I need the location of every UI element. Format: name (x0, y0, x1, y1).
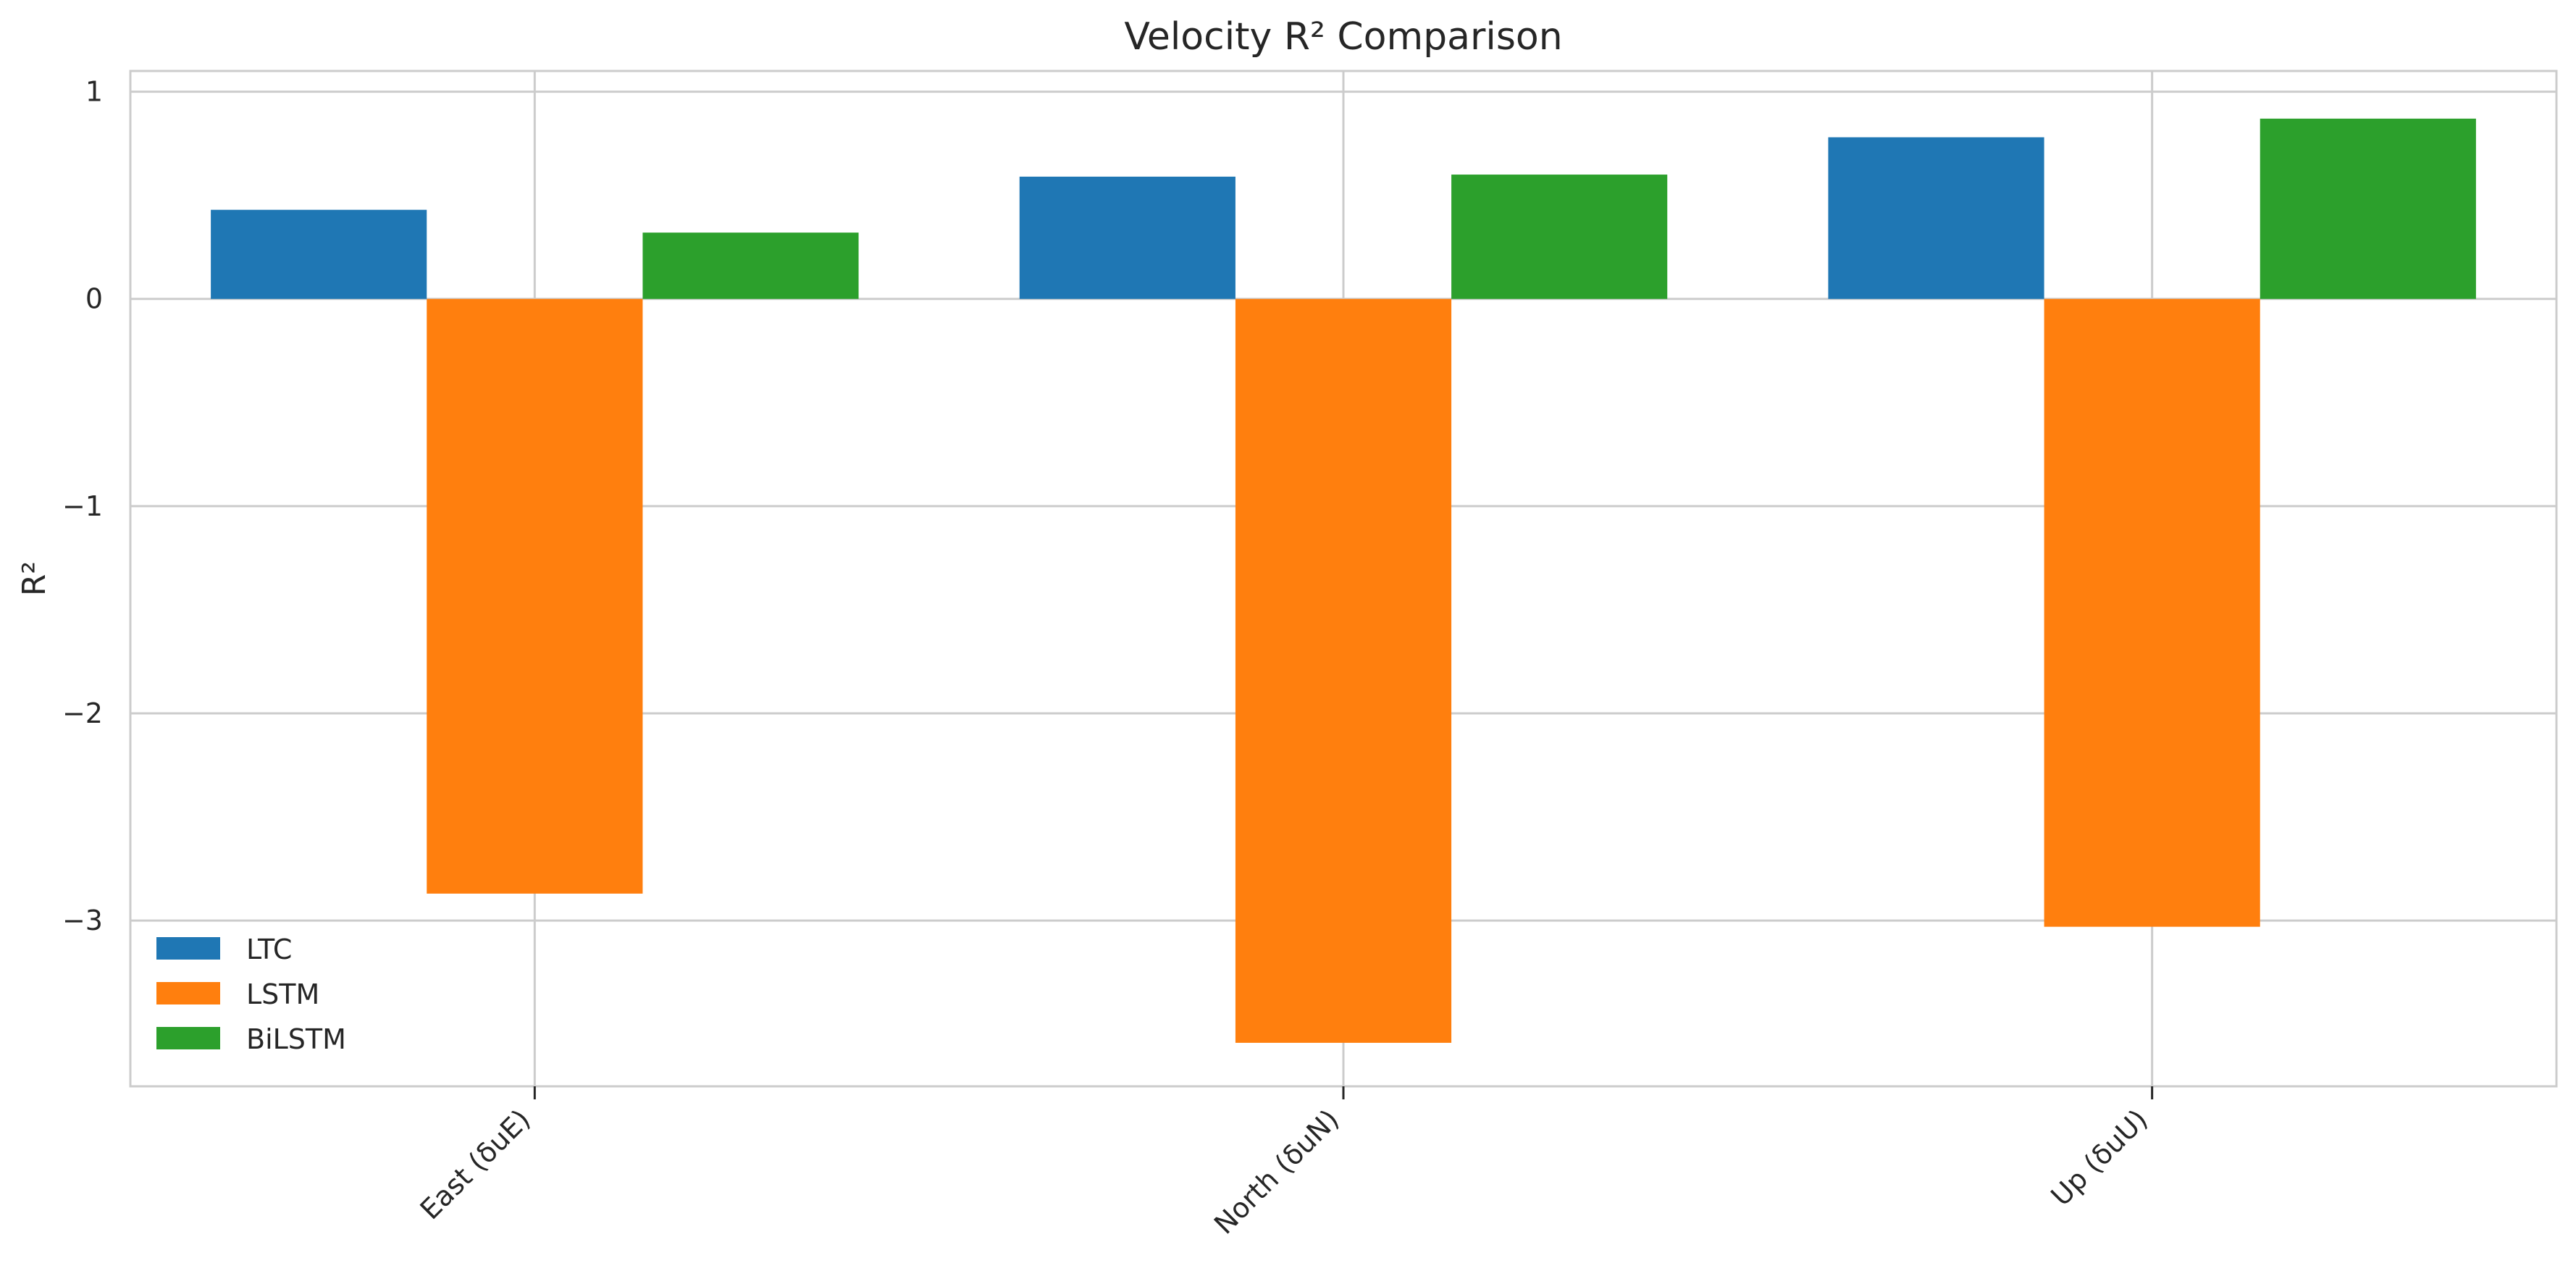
bar-lstm-0 (427, 298, 643, 894)
legend-swatch-ltc (156, 937, 220, 960)
y-axis-ticks: 1 0 −1 −2 −3 (62, 76, 103, 936)
y-tick-label: −3 (62, 905, 103, 936)
chart-title: Velocity R² Comparison (1124, 15, 1562, 59)
x-tick-label: East (δuE) (414, 1103, 537, 1225)
x-axis-ticks: East (δuE) North (δuN) Up (δuU) (414, 1086, 2154, 1241)
bar-lstm-2 (2044, 298, 2260, 927)
bar-bilstm-0 (642, 232, 859, 299)
bar-bilstm-2 (2260, 118, 2476, 299)
bars (211, 118, 2476, 1043)
legend-label-ltc: LTC (246, 934, 292, 965)
bar-ltc-1 (1019, 176, 1235, 299)
bar-ltc-0 (211, 209, 427, 299)
y-tick-label: 0 (85, 283, 103, 315)
y-tick-label: −2 (62, 697, 103, 729)
y-axis-label: R² (16, 561, 53, 596)
bar-lstm-1 (1235, 298, 1452, 1043)
y-tick-label: 1 (85, 76, 103, 108)
bar-ltc-2 (1828, 137, 2044, 299)
y-tick-label: −1 (62, 490, 103, 522)
x-tick-label: North (δuN) (1208, 1103, 1345, 1240)
legend-swatch-lstm (156, 982, 220, 1004)
legend-label-lstm: LSTM (246, 978, 319, 1010)
legend-label-bilstm: BiLSTM (246, 1023, 346, 1055)
bar-bilstm-1 (1451, 175, 1668, 299)
x-tick-label: Up (δuU) (2045, 1103, 2154, 1212)
legend-swatch-bilstm (156, 1027, 220, 1049)
legend: LTC LSTM BiLSTM (156, 934, 346, 1055)
